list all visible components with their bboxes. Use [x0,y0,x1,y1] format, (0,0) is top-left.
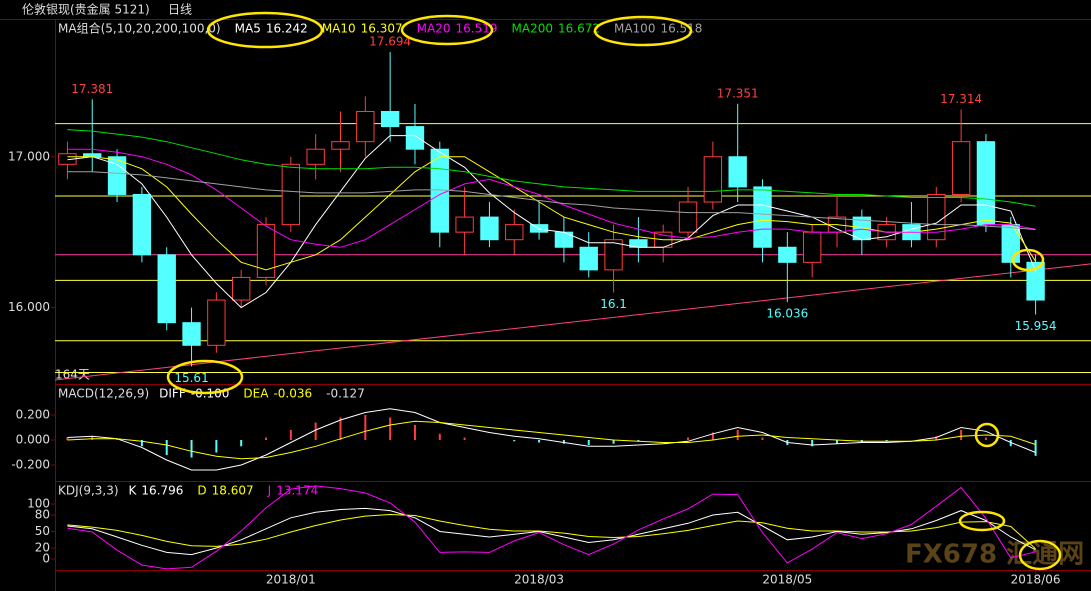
watermark: FX678 汇通网 [905,540,1084,570]
legend-name: MA20 [417,22,451,36]
indicator-line [67,129,1036,207]
y-tick-label: 17.000 [8,149,50,163]
legend-name: MA200 [512,22,553,36]
price-annotation: 15.954 [1015,319,1057,333]
candle-body [107,156,127,195]
candle-body [480,216,499,241]
legend-title: MA组合(5,10,20,200,100,0) [58,21,221,36]
candle-body [778,246,797,263]
candle-body [231,276,251,301]
candle-body [182,322,201,346]
candle-body [529,224,549,233]
y-tick-label: 0.200 [16,408,50,422]
candle-body [405,126,425,150]
period[interactable]: 日线 [168,3,192,17]
indicator-line [67,156,1037,271]
legend-name: D [197,484,206,498]
legend-value: -0.036 [273,387,312,401]
x-tick-label: 2018/05 [762,573,812,587]
candle-body [207,299,226,346]
x-tick-label: 2018/03 [514,573,564,587]
candle-body [1001,224,1020,263]
legend-title: MACD(12,26,9) [58,387,149,401]
candle-body [256,224,276,278]
candle-body [380,111,400,128]
legend-value: 16.307 [361,22,403,36]
indicator-line [67,507,1036,556]
candle-body [579,246,598,271]
y-tick-label: 20 [35,541,50,555]
candle-body [505,224,524,241]
legend-title: KDJ(9,3,3) [58,484,119,498]
candle-body [1026,261,1045,301]
candle-body [356,111,375,143]
legend-name: DIFF [159,387,186,401]
candle-body [802,231,822,263]
legend-value: 16.519 [456,22,498,36]
trendline [54,263,1091,381]
candle-body [132,193,152,256]
y-tick-label: 0 [42,552,50,566]
candle-body [281,163,301,226]
y-tick-label: 50 [35,524,50,538]
legend-value: 16.242 [266,22,308,36]
candle-body [951,141,971,195]
candle-body [927,193,946,241]
legend-name: J [267,484,272,498]
legend-value: -0.127 [326,387,365,401]
y-tick-label: -0.200 [11,458,50,472]
x-tick-label: 2018/01 [266,573,316,587]
legend-value: 18.607 [212,484,254,498]
candle-body [604,239,623,271]
legend-value: 16.796 [141,484,183,498]
indicator-line [67,408,1036,471]
highlight-ellipses [166,11,1062,571]
price-annotation: 16.1 [600,297,627,311]
indicator-line [67,148,1036,248]
legend-name: MA100 [614,22,655,36]
legend-name: DEA [243,387,269,401]
x-tick-label: 2018/06 [1011,573,1061,587]
candle-body [753,186,772,248]
range-label: 164天 [55,368,90,382]
legend-value: 16.672 [558,22,600,36]
price-annotation: 16.036 [766,307,808,321]
indicator-line [67,171,1036,230]
candle-body [157,254,176,324]
candle-body [455,216,474,233]
price-annotation: 17.694 [369,35,411,49]
candle-body [306,148,325,165]
legend-name: MA10 [322,22,356,36]
price-annotation: 15.61 [174,371,208,385]
candle-body [728,156,747,188]
price-annotation: 17.314 [940,92,982,106]
candle-body [678,201,698,233]
legend-name: MA5 [235,22,261,36]
y-tick-label: 100 [27,497,50,511]
y-tick-label: 80 [35,508,50,522]
instrument-title[interactable]: 伦敦银现(贵金属 5121) [22,2,150,17]
candle-body [703,156,723,203]
price-annotation: 17.381 [71,82,113,96]
legend-value: 13.174 [276,484,318,498]
y-tick-label: 0.000 [16,433,50,447]
candle-body [976,141,996,226]
candle-body [331,141,350,150]
indicator-line [67,513,1036,550]
legend-name: K [129,484,138,498]
indicator-line [67,485,1036,570]
y-tick-label: 16.000 [8,300,50,314]
top-bar [0,0,1091,19]
indicator-line [67,135,1037,309]
indicator-line [67,420,1036,460]
price-annotation: 17.351 [717,86,759,100]
